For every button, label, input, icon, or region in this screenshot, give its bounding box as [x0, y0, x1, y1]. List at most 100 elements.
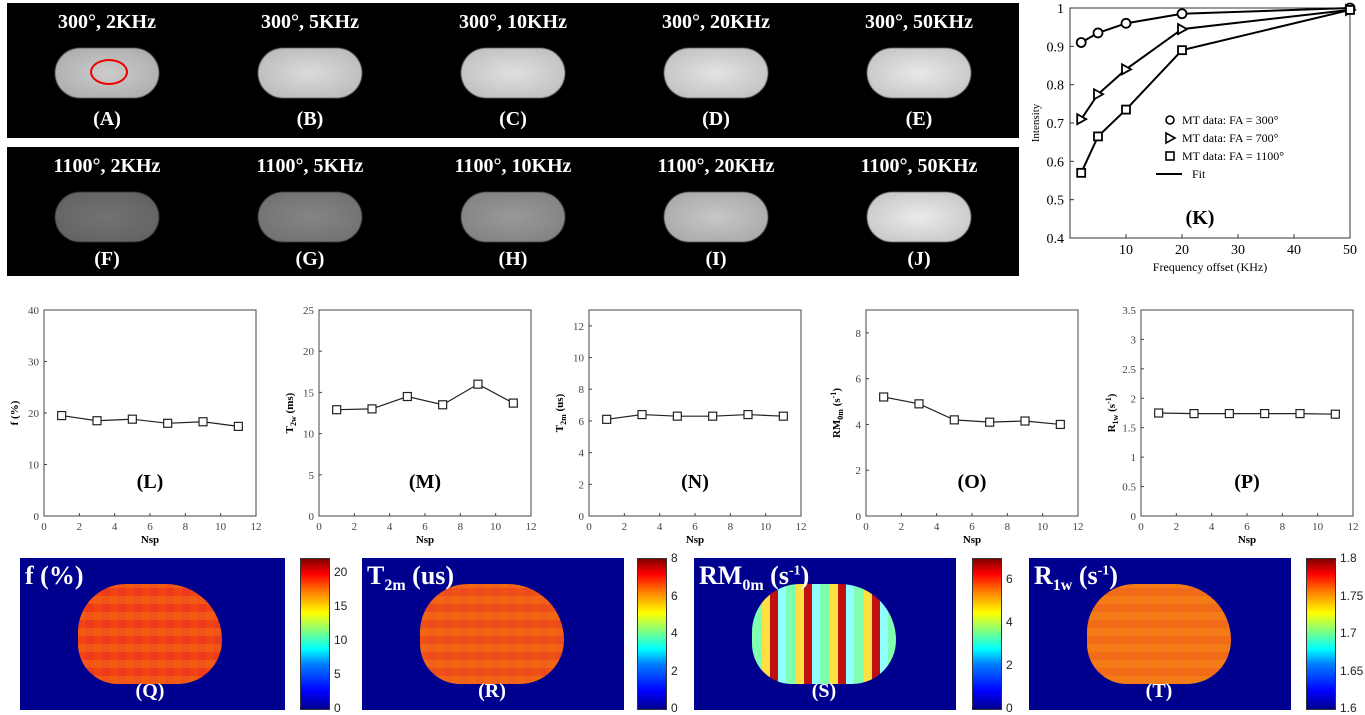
y-tick-label: 2: [856, 465, 862, 477]
x-tick-label: 0: [863, 521, 869, 533]
x-tick-label: 8: [458, 521, 464, 533]
colorbar-tick: 1.7: [1340, 626, 1357, 640]
map-label: (R): [478, 680, 506, 702]
x-tick-label: 12: [1073, 521, 1084, 533]
mri-image: [664, 192, 768, 242]
y-tick-label: 3: [1131, 334, 1137, 346]
y-tick-label: 0.7: [1047, 117, 1065, 132]
x-tick-label: 4: [387, 521, 393, 533]
colorbar-tick: 0: [334, 701, 341, 715]
y-axis-label: Intensity: [1030, 103, 1042, 142]
y-tick-label: 1.5: [1122, 423, 1136, 435]
colorbar-tick: 20: [334, 564, 348, 579]
x-tick-label: 10: [1312, 521, 1324, 533]
y-tick-label: 0.8: [1047, 79, 1065, 94]
x-tick-label: 6: [422, 521, 428, 533]
colorbar-tick: 0: [1006, 701, 1013, 715]
y-tick-label: 8: [856, 328, 862, 340]
image-caption: 300°, 10KHz: [459, 11, 567, 33]
colorbar-tick: 2: [1006, 658, 1013, 673]
y-axis-label: R1w (s-1): [1104, 393, 1120, 432]
y-axis-label: T2m (us): [554, 393, 568, 432]
data-point: [1295, 408, 1305, 419]
data-point: [708, 411, 718, 421]
colorbar-tick: 1.65: [1340, 663, 1364, 678]
x-tick-label: 4: [934, 521, 940, 533]
x-axis-label: Nsp: [963, 534, 981, 546]
x-tick-label: 8: [1280, 521, 1286, 533]
legend-entry: MT data: FA = 1100°: [1182, 149, 1284, 163]
colorbar: [300, 558, 330, 710]
colorbar-tick: 4: [671, 626, 678, 640]
data-point: [1260, 408, 1270, 419]
x-tick-label: 4: [112, 521, 118, 533]
image-label: (I): [705, 248, 727, 270]
x-tick-label: 50: [1343, 243, 1357, 258]
data-point: [778, 411, 788, 421]
tissue-map: [420, 584, 564, 684]
map-label: (T): [1145, 680, 1173, 702]
x-tick-label: 4: [1209, 521, 1215, 533]
data-point: [949, 415, 959, 425]
mri-image: [258, 48, 362, 98]
x-axis-label: Nsp: [141, 534, 159, 546]
tissue-map: [78, 584, 222, 684]
chart-t2m: 0 2 4 6 8 10 12 0 2 4 6 8 10 12 Nsp T2m (us) (N): [554, 309, 807, 546]
x-tick-label: 2: [77, 521, 83, 533]
data-point: [332, 405, 342, 415]
colorbar-tick: 6: [671, 588, 678, 603]
x-axis-label: Nsp: [416, 534, 434, 546]
y-tick-label: 0: [856, 511, 862, 523]
colorbar-tick: 6: [1006, 572, 1013, 587]
y-tick-label: 20: [303, 346, 315, 358]
x-tick-label: 20: [1175, 243, 1189, 258]
map-title: RM0m (s-1): [699, 561, 810, 595]
mri-image: [664, 48, 768, 98]
plot-area: [865, 309, 1079, 517]
colorbar-tick: 1.6: [1340, 701, 1357, 715]
data-point: [743, 409, 753, 420]
data-point: [637, 409, 647, 420]
map-title: T2m (us): [367, 561, 455, 595]
y-tick-label: 0: [309, 511, 315, 523]
data-point: [1093, 131, 1103, 142]
y-tick-label: 15: [303, 387, 315, 399]
y-tick-label: 0: [34, 511, 40, 523]
x-tick-label: 10: [1119, 243, 1133, 258]
data-point: [1345, 5, 1355, 15]
plot-area: [1069, 7, 1351, 239]
mri-image: [867, 192, 971, 242]
data-point: [672, 411, 682, 421]
series-line: [61, 414, 239, 427]
image-label: (G): [295, 248, 325, 270]
legend-entry: MT data: FA = 300°: [1182, 113, 1279, 127]
y-tick-label: 0: [579, 511, 585, 523]
x-tick-label: 12: [251, 521, 262, 533]
mt-curve-chart: 0.4 0.5 0.6 0.7 0.8 0.9 1 10 20 30 40 50 Frequency o…: [1030, 2, 1357, 274]
image-caption: 1100°, 50KHz: [860, 155, 978, 177]
panel-label: (L): [137, 471, 164, 493]
y-tick-label: 2: [1131, 393, 1137, 405]
colorbar: [1306, 558, 1336, 710]
data-point: [127, 414, 137, 424]
image-caption: 1100°, 2KHz: [53, 155, 161, 177]
y-tick-label: 8: [579, 384, 585, 396]
colorbar-tick: 1.8: [1340, 551, 1357, 565]
data-point: [92, 416, 102, 426]
data-point: [1189, 408, 1199, 419]
image-caption: 300°, 20KHz: [662, 11, 770, 33]
legend-marker: [1165, 131, 1177, 145]
map-label: (Q): [135, 680, 165, 702]
x-tick-label: 40: [1287, 243, 1301, 258]
image-caption: 300°, 2KHz: [58, 11, 156, 33]
x-tick-label: 0: [41, 521, 47, 533]
panel-label: (N): [681, 471, 709, 493]
data-point: [1093, 87, 1105, 101]
colorbar-tick: 15: [334, 598, 348, 613]
colorbar-tick: 1.75: [1340, 588, 1364, 603]
map-title: f (%): [25, 561, 84, 590]
data-point: [985, 417, 995, 427]
y-tick-label: 2.5: [1122, 364, 1136, 376]
y-tick-label: 0.6: [1047, 155, 1065, 170]
image-label: (E): [905, 108, 933, 130]
